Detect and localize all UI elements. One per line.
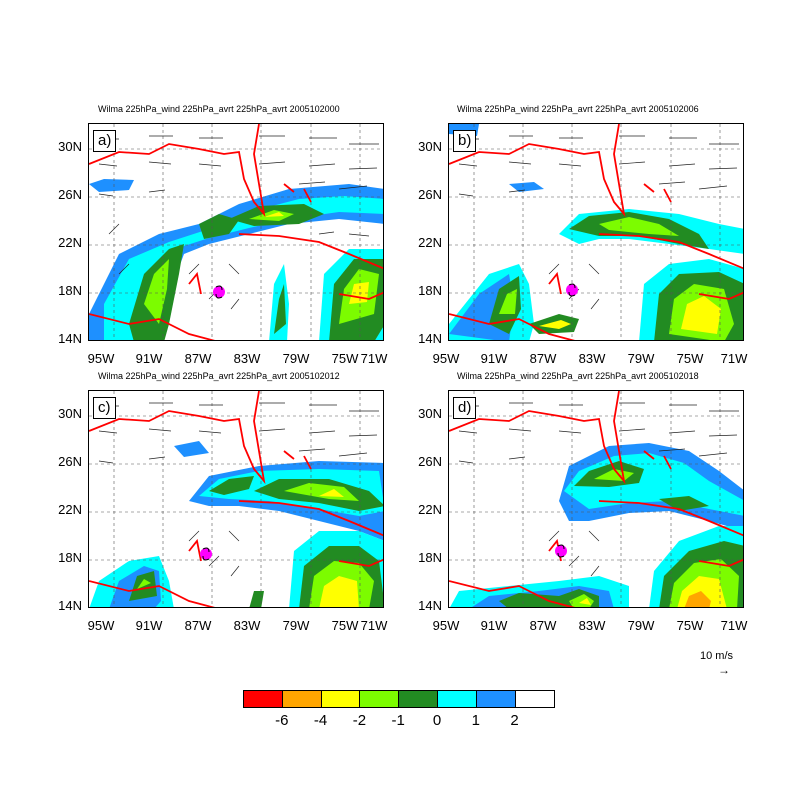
- lon-label: 95W: [432, 351, 460, 366]
- lon-label: 95W: [87, 351, 115, 366]
- lon-label: 87W: [529, 351, 557, 366]
- colorbar-label: 0: [432, 712, 442, 729]
- lon-label: 91W: [135, 351, 163, 366]
- lat-label: 30N: [418, 139, 442, 154]
- lon-label: 71W: [720, 618, 748, 633]
- lat-label: 22N: [418, 235, 442, 250]
- lon-label: 95W: [87, 618, 115, 633]
- panel-a-map: a): [88, 123, 384, 341]
- lat-label: 14N: [418, 331, 442, 346]
- lat-label: 26N: [418, 454, 442, 469]
- colorbar-box: [437, 691, 477, 707]
- panel-b-title: Wilma 225hPa_wind 225hPa_avrt 225hPa_avr…: [457, 104, 699, 114]
- colorbar-label: -2: [352, 712, 367, 729]
- lon-label: 91W: [480, 351, 508, 366]
- lon-label: 79W: [282, 618, 310, 633]
- lon-label: 79W: [627, 618, 655, 633]
- panel-c-map-svg: [89, 391, 383, 607]
- panel-a-title: Wilma 225hPa_wind 225hPa_avrt 225hPa_avr…: [98, 104, 340, 114]
- colorbar-labels: -6 -4 -2 -1 0 1 2: [243, 712, 557, 732]
- lon-label: 83W: [233, 618, 261, 633]
- hurricane-marker-b: [566, 283, 578, 297]
- panel-d-map-svg: [449, 391, 743, 607]
- lon-label: 75W: [676, 618, 704, 633]
- panel-b-map: b): [448, 123, 744, 341]
- lat-label: 22N: [58, 235, 82, 250]
- lon-label: 83W: [233, 351, 261, 366]
- panel-c-label: c): [93, 397, 116, 419]
- lon-label: 71W: [720, 351, 748, 366]
- colorbar-box: [244, 691, 283, 707]
- lon-label: 83W: [578, 618, 606, 633]
- colorbar-label: -4: [313, 712, 328, 729]
- lat-label: 14N: [58, 598, 82, 613]
- lon-label: 87W: [529, 618, 557, 633]
- hurricane-marker-c: [200, 547, 212, 561]
- lat-label: 26N: [58, 187, 82, 202]
- panel-d-map: d): [448, 390, 744, 608]
- colorbar-box: [476, 691, 516, 707]
- panel-c-title: Wilma 225hPa_wind 225hPa_avrt 225hPa_avr…: [98, 371, 340, 381]
- lon-label: 79W: [627, 351, 655, 366]
- lon-label: 75W: [331, 618, 359, 633]
- colorbar-label: 1: [471, 712, 480, 729]
- lon-label: 75W: [331, 351, 359, 366]
- lon-label: 91W: [480, 618, 508, 633]
- colorbar-box: [399, 691, 438, 707]
- lat-label: 22N: [418, 502, 442, 517]
- panel-b-map-svg: [449, 124, 743, 340]
- panel-a-label: a): [93, 130, 117, 152]
- lon-label: 83W: [578, 351, 606, 366]
- lat-label: 18N: [418, 283, 442, 298]
- lat-label: 30N: [58, 139, 82, 154]
- reference-vector-label: 10 m/s: [700, 650, 734, 662]
- panel-d-label: d): [453, 397, 477, 419]
- panel-b-label: b): [453, 130, 477, 152]
- lon-label: 91W: [135, 618, 163, 633]
- lat-label: 22N: [58, 502, 82, 517]
- lon-label: 79W: [282, 351, 310, 366]
- colorbar-label: 2: [510, 712, 519, 729]
- colorbar-label: -6: [275, 712, 289, 729]
- lat-label: 14N: [418, 598, 442, 613]
- lat-label: 30N: [418, 406, 442, 421]
- reference-vector-arrow: →: [718, 663, 730, 677]
- colorbar-label: -1: [391, 712, 405, 729]
- lon-label: 71W: [360, 618, 388, 633]
- lon-label: 75W: [676, 351, 704, 366]
- lat-label: 26N: [418, 187, 442, 202]
- lat-label: 14N: [58, 331, 82, 346]
- lat-label: 26N: [58, 454, 82, 469]
- lat-label: 18N: [418, 550, 442, 565]
- colorbar-box: [515, 691, 555, 707]
- panel-d-title: Wilma 225hPa_wind 225hPa_avrt 225hPa_avr…: [457, 371, 699, 381]
- lon-label: 71W: [360, 351, 388, 366]
- lon-label: 87W: [184, 351, 212, 366]
- colorbar: [243, 690, 556, 708]
- lon-label: 87W: [184, 618, 212, 633]
- hurricane-marker-a: [213, 285, 225, 299]
- lat-label: 18N: [58, 550, 82, 565]
- lon-label: 95W: [432, 618, 460, 633]
- lat-label: 18N: [58, 283, 82, 298]
- colorbar-box: [321, 691, 361, 707]
- lat-label: 30N: [58, 406, 82, 421]
- colorbar-box: [360, 691, 400, 707]
- colorbar-box: [282, 691, 322, 707]
- hurricane-marker-d: [555, 544, 567, 558]
- panel-a-map-svg: [89, 124, 383, 340]
- panel-c-map: c): [88, 390, 384, 608]
